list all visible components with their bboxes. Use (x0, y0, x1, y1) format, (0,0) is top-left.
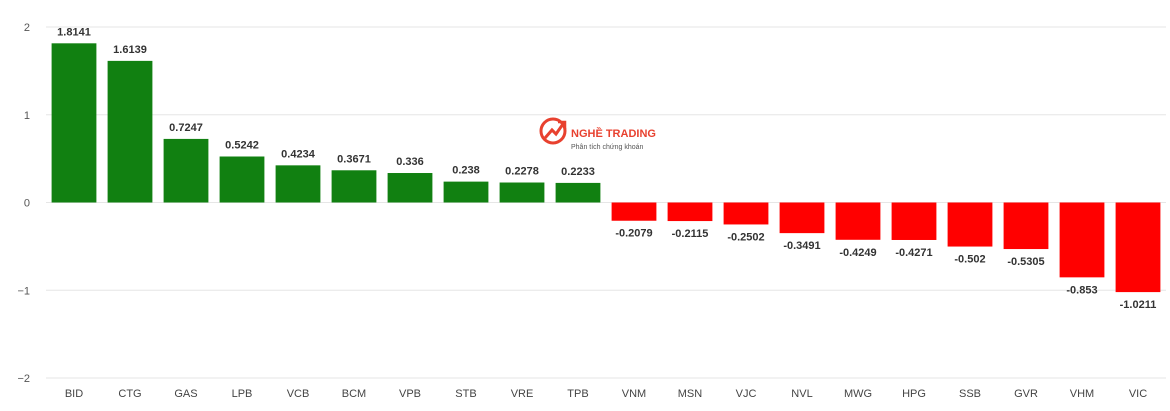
y-tick-label: −2 (17, 373, 30, 385)
x-category-label: GAS (174, 388, 197, 400)
bar-stb (443, 181, 489, 203)
nghe-trading-logo-icon (539, 117, 567, 145)
x-category-label: GVR (1014, 388, 1038, 400)
data-label: 0.7247 (169, 122, 203, 134)
data-label: 0.2278 (505, 166, 539, 178)
bar-bid (51, 43, 97, 203)
data-label: -0.502 (954, 254, 985, 266)
bar-vre (499, 182, 545, 203)
bar-vhm (1059, 202, 1105, 278)
data-label: 0.5242 (225, 140, 259, 152)
bar-mwg (835, 202, 881, 240)
data-label: -0.4249 (839, 247, 876, 259)
data-label: -0.853 (1066, 284, 1097, 296)
bar-nvl (779, 202, 825, 234)
bar-vjc (723, 202, 769, 225)
data-label: -0.2079 (615, 228, 652, 240)
bar-ssb (947, 202, 993, 247)
x-category-label: LPB (232, 388, 253, 400)
x-category-label: BCM (342, 388, 366, 400)
grid-lines (46, 26, 1166, 379)
x-category-label: VRE (511, 388, 534, 400)
data-label: -1.0211 (1120, 299, 1157, 311)
x-category-label: NVL (791, 388, 812, 400)
x-category-label: SSB (959, 388, 981, 400)
data-label: -0.2502 (727, 231, 764, 243)
bar-bcm (331, 170, 377, 203)
x-category-label: STB (455, 388, 476, 400)
y-tick-label: 1 (24, 110, 30, 122)
x-category-label: MSN (678, 388, 703, 400)
x-category-label: CTG (118, 388, 141, 400)
watermark-subtitle: Phân tích chứng khoán (571, 144, 644, 151)
x-category-label: VCB (287, 388, 310, 400)
watermark-title: NGHỀ TRADING (571, 127, 656, 140)
y-tick-label: 2 (24, 22, 30, 34)
x-category-label: VNM (622, 388, 646, 400)
y-tick-label: −1 (17, 285, 30, 297)
data-label: -0.3491 (783, 240, 820, 252)
data-label: 0.3671 (337, 153, 371, 165)
data-labels: 1.8141 1.6139 0.7247 0.5242 0.4234 0.3671 0.33… (57, 26, 1156, 311)
data-label: -0.4271 (895, 247, 932, 259)
bar-vcb (275, 165, 321, 203)
bar-ctg (107, 60, 153, 203)
x-category-label: VIC (1129, 388, 1147, 400)
data-label: 0.238 (452, 165, 480, 177)
x-category-label: BID (65, 388, 83, 400)
bars (51, 43, 1161, 293)
bar-vpb (387, 173, 433, 203)
x-category-label: TPB (567, 388, 588, 400)
data-label: 1.8141 (57, 26, 91, 38)
x-category-label: VHM (1070, 388, 1094, 400)
data-label: -0.5305 (1007, 256, 1044, 268)
data-label: -0.2115 (672, 228, 709, 240)
x-category-label: HPG (902, 388, 926, 400)
data-label: 0.4234 (281, 148, 316, 160)
data-label: 0.2233 (561, 166, 595, 178)
bar-tpb (555, 182, 601, 203)
bar-msn (667, 202, 713, 222)
y-axis-ticks: 2 1 0 −1 −2 (17, 22, 30, 385)
bar-gas (163, 138, 209, 203)
bar-vnm (611, 202, 657, 221)
watermark-logo: NGHỀ TRADING Phân tích chứng khoán (539, 117, 656, 151)
bar-vic (1115, 202, 1161, 293)
x-category-label: VJC (736, 388, 757, 400)
x-category-label: MWG (844, 388, 872, 400)
bar-lpb (219, 156, 265, 203)
x-category-label: VPB (399, 388, 421, 400)
data-label: 0.336 (396, 156, 424, 168)
bar-gvr (1003, 202, 1049, 250)
y-tick-label: 0 (24, 198, 30, 210)
bar-hpg (891, 202, 937, 240)
data-label: 1.6139 (113, 44, 147, 56)
x-axis-categories: BID CTG GAS LPB VCB BCM VPB STB VRE TPB VNM MSN VJC N… (65, 388, 1147, 400)
